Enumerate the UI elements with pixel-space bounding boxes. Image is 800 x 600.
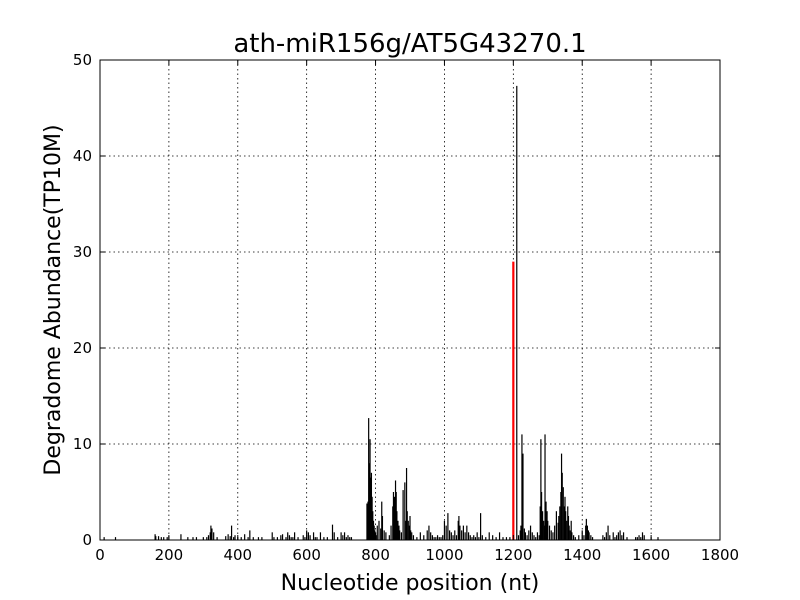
- plot-frame: [99, 59, 721, 541]
- y-tick-label: 0: [82, 531, 92, 549]
- x-axis-label: Nucleotide position (nt): [281, 571, 540, 596]
- x-tick-label: 1000: [425, 546, 463, 564]
- x-tick-label: 1800: [701, 546, 739, 564]
- x-tick-labels: 0 200 400 600 800 1000 1200 1400 1600 1800: [95, 546, 739, 564]
- bars: [103, 85, 659, 540]
- y-tick-label: 20: [73, 339, 92, 357]
- x-tick-label: 1200: [494, 546, 532, 564]
- x-tick-label: 1600: [632, 546, 670, 564]
- axis-ticks: [99, 59, 721, 541]
- y-tick-label: 30: [73, 243, 92, 261]
- x-tick-label: 800: [361, 546, 390, 564]
- x-tick-label: 1400: [563, 546, 601, 564]
- chart-title: ath-miR156g/AT5G43270.1: [233, 29, 586, 59]
- grid-lines: [100, 60, 720, 540]
- x-tick-label: 400: [223, 546, 252, 564]
- x-tick-label: 200: [155, 546, 184, 564]
- x-tick-label: 600: [292, 546, 321, 564]
- y-tick-label: 50: [73, 51, 92, 69]
- y-tick-labels: 0 10 20 30 40 50: [73, 51, 92, 549]
- y-tick-label: 40: [73, 147, 92, 165]
- y-tick-label: 10: [73, 435, 92, 453]
- y-axis-label: Degradome Abundance(TP10M): [41, 124, 66, 475]
- x-tick-label: 0: [95, 546, 105, 564]
